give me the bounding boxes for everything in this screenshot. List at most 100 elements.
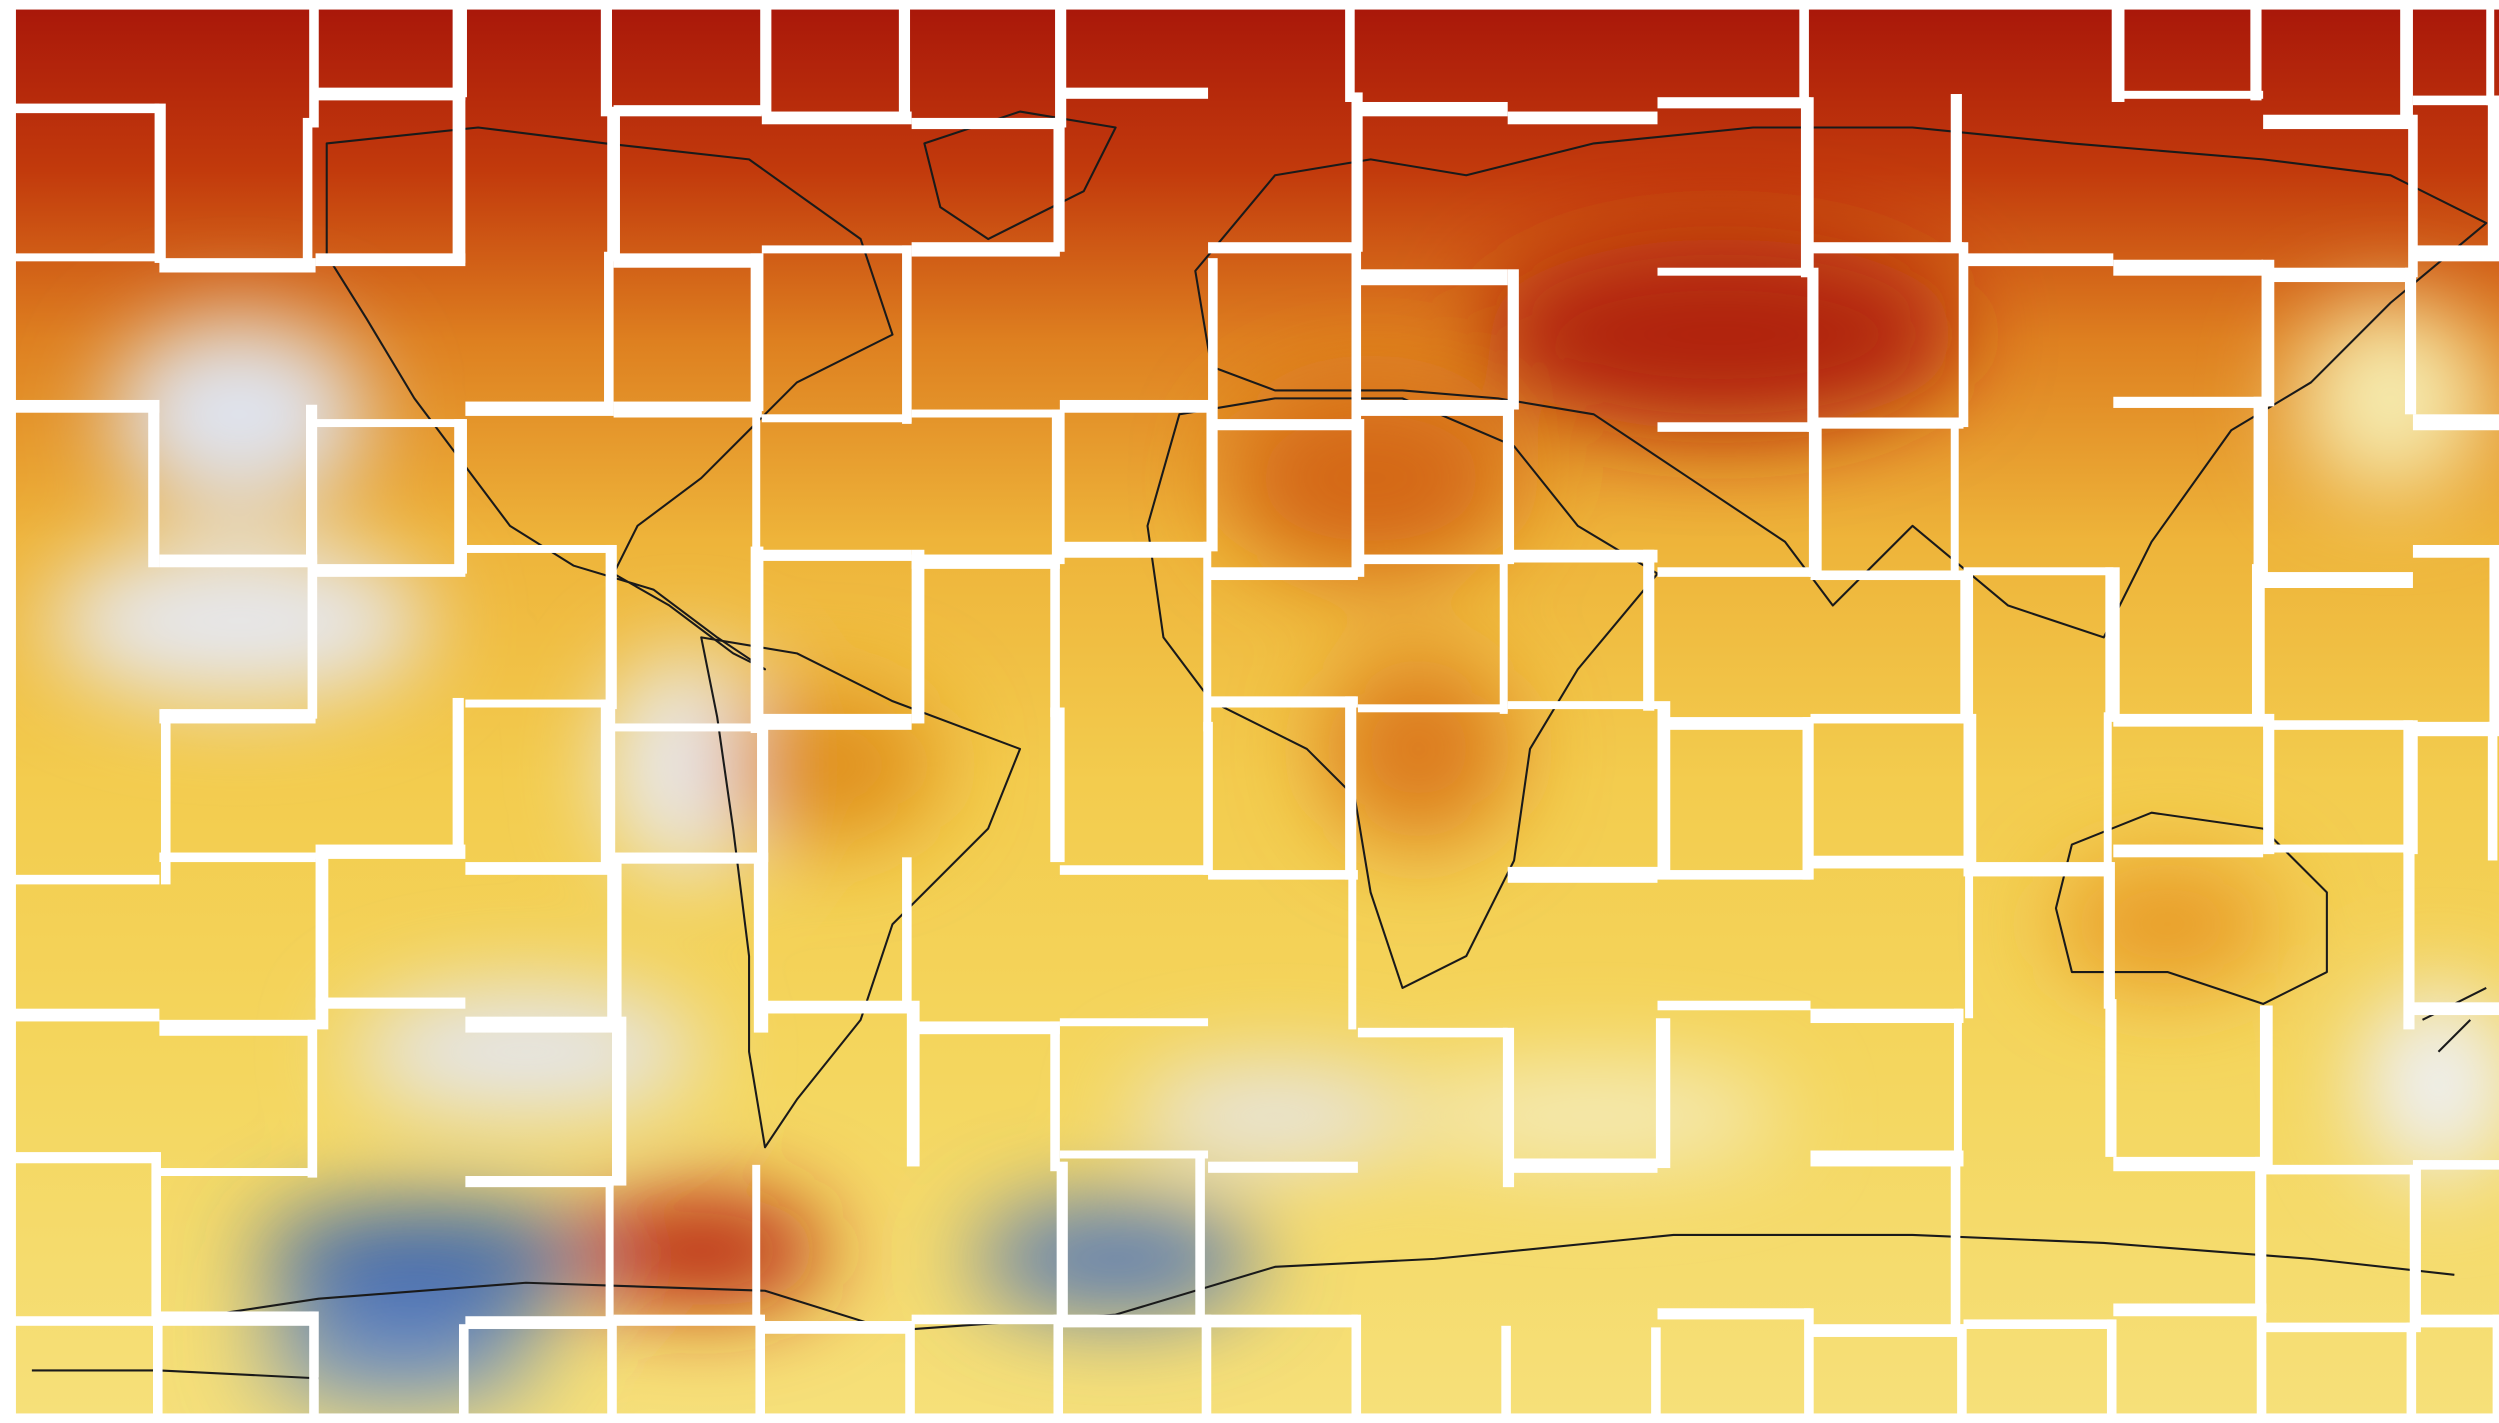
tile-gap — [0, 874, 160, 885]
tile-gap — [1208, 696, 1358, 708]
tile-gap — [315, 253, 466, 267]
tile-gap — [2111, 0, 2125, 102]
tile-gap — [612, 1016, 627, 1186]
tile-gap — [148, 399, 160, 568]
tile-gap — [2263, 572, 2413, 589]
tile-gap — [159, 258, 316, 273]
tile-gap — [1208, 567, 1358, 581]
tile-gap — [2263, 267, 2413, 283]
tile-gap — [1050, 1021, 1060, 1172]
tile-gap — [465, 862, 614, 875]
tile-gap — [607, 106, 620, 262]
tile-gap — [755, 1314, 765, 1423]
tile-gap — [1657, 701, 1671, 877]
tile-gap — [151, 1152, 161, 1326]
tile-gap — [2113, 844, 2264, 858]
tile-gap — [1357, 704, 1508, 713]
tile-gap — [2403, 844, 2415, 1030]
tile-gap — [2263, 713, 2275, 855]
tile-gap — [1050, 707, 1065, 863]
tile-gap — [2113, 1156, 2264, 1172]
tile-gap — [2105, 999, 2117, 1157]
tile-gap — [2259, 1005, 2273, 1167]
tile-gap — [2263, 720, 2413, 730]
tile-gap — [752, 1164, 761, 1325]
tile-gap — [0, 0, 16, 1423]
tile-gap — [1208, 870, 1358, 880]
tile-gap — [2406, 1322, 2417, 1423]
tile-gap — [1501, 1325, 1511, 1423]
tile-gap — [761, 414, 912, 423]
tile-gap — [452, 0, 467, 98]
tile-gap — [1203, 541, 1212, 732]
tile-gap — [2409, 1164, 2421, 1333]
tile-gap — [2412, 1314, 2499, 1328]
tile-gap — [1357, 101, 1508, 117]
tile-gap — [153, 1316, 163, 1423]
tile-gap — [761, 245, 912, 254]
tile-gap — [761, 713, 912, 730]
tile-gap — [1810, 417, 1964, 429]
tile-gap — [465, 1016, 614, 1033]
tile-gap — [315, 419, 466, 428]
tile-gap — [1643, 549, 1655, 711]
tile-gap — [452, 697, 464, 855]
tile-gap — [2412, 414, 2499, 431]
tile-gap — [1208, 1314, 1358, 1328]
tile-gap — [159, 1019, 316, 1036]
tile-gap — [1799, 0, 1809, 107]
tile-gap — [1208, 419, 1358, 431]
tile-gap — [0, 253, 160, 262]
tile-gap — [1059, 399, 1209, 413]
tile-gap — [1965, 855, 1974, 1019]
tile-gap — [154, 103, 166, 263]
tile-gap — [613, 723, 762, 732]
tile-gap — [2412, 95, 2499, 106]
tile-gap — [1800, 97, 1814, 278]
tile-gap — [604, 251, 614, 412]
tile-gap — [2487, 95, 2499, 255]
tile-gap — [902, 245, 912, 424]
tile-gap — [1657, 717, 1811, 730]
tile-gap — [2255, 1156, 2267, 1314]
tile-gap — [1053, 1314, 1064, 1423]
tile-gap — [761, 549, 912, 561]
tile-gap — [750, 253, 764, 412]
tile-gap — [761, 1000, 912, 1014]
tile-gap — [2489, 544, 2499, 732]
tile-gap — [1059, 865, 1209, 875]
tile-gap — [1502, 399, 1515, 565]
tile-gap — [1050, 554, 1060, 718]
tile-gap — [0, 1008, 160, 1022]
tile-gap — [1351, 242, 1362, 429]
tile-gap — [315, 564, 466, 577]
tile-gap — [760, 0, 772, 115]
tile-gap — [613, 1314, 762, 1326]
tile-gap — [1657, 870, 1811, 880]
tile-gap — [1657, 1000, 1811, 1011]
tile-gap — [2412, 1002, 2499, 1016]
tile-gap — [2113, 396, 2264, 408]
tile-gap — [315, 844, 466, 859]
tile-gap — [605, 1176, 614, 1326]
tile-gap — [1208, 258, 1218, 410]
tile-gap — [0, 1413, 2499, 1423]
tile-gap — [613, 105, 762, 117]
tile-gap — [2105, 567, 2120, 722]
tile-gap — [307, 1019, 318, 1178]
tile-gap — [465, 401, 614, 416]
tile-gap — [1206, 399, 1218, 552]
tile-gap — [1499, 554, 1508, 714]
tile-gap — [1348, 870, 1357, 1030]
tile-gap — [160, 709, 171, 885]
tile-gap — [1357, 269, 1508, 286]
tile-gap — [1059, 541, 1209, 558]
tile-gap — [1963, 1319, 2114, 1329]
tile-gap — [911, 1314, 1060, 1325]
tile-gap — [459, 1324, 469, 1423]
tile-gap — [1657, 97, 1811, 109]
tile-gap — [2263, 114, 2413, 130]
tile-gap — [2412, 721, 2499, 737]
